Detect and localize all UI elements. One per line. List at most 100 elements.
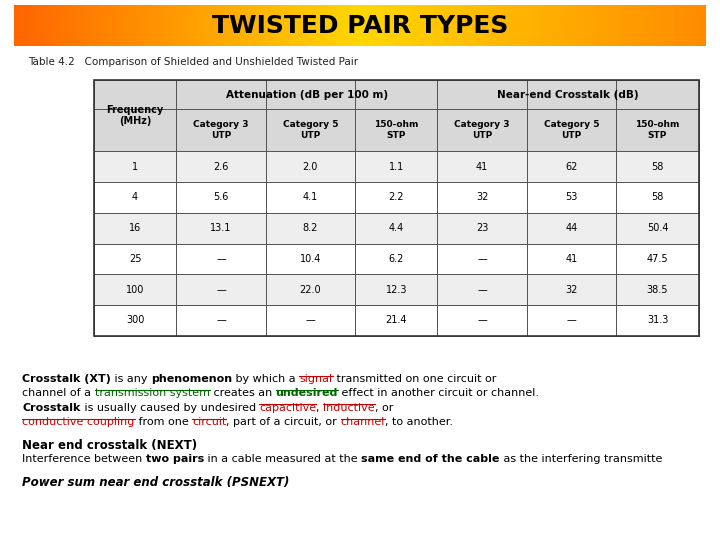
Bar [94,305,176,336]
Text: 58: 58 [652,161,664,172]
Bar [266,182,355,213]
Bar [616,244,698,274]
Bar [94,274,176,305]
Bar [438,182,527,213]
Bar [438,244,527,274]
Text: channel of a: channel of a [22,388,95,399]
Bar [266,151,355,182]
Bar [355,305,438,336]
Bar [94,80,698,336]
Bar [94,244,176,274]
Bar [266,305,355,336]
Bar [176,244,266,274]
Text: in a cable measured at the: in a cable measured at the [204,454,361,464]
Bar [527,109,616,151]
Bar [438,109,527,151]
Text: 25: 25 [129,254,141,264]
Text: from one: from one [135,417,192,427]
Text: 58: 58 [652,192,664,202]
Text: 10.4: 10.4 [300,254,321,264]
Text: transmitted on one circuit or: transmitted on one circuit or [333,374,496,384]
Text: 2.2: 2.2 [389,192,404,202]
Text: 32: 32 [476,192,488,202]
Text: inductive: inductive [323,403,375,413]
Bar [355,182,438,213]
Text: ,: , [316,403,323,413]
Bar [266,213,355,244]
Text: 4.4: 4.4 [389,223,404,233]
Bar [176,305,266,336]
Bar [94,109,176,151]
Text: phenomenon: phenomenon [151,374,233,384]
Bar [266,151,355,182]
Text: circuit: circuit [192,417,226,427]
Text: Crosstalk (XT): Crosstalk (XT) [22,374,111,384]
Text: 41: 41 [565,254,577,264]
Text: TWISTED PAIR TYPES: TWISTED PAIR TYPES [212,14,508,38]
Text: 31.3: 31.3 [647,315,668,326]
Bar [355,109,438,151]
Text: —: — [477,254,487,264]
Text: —: — [477,285,487,295]
Text: Interference between: Interference between [22,454,146,464]
Bar [616,80,698,109]
Text: 2.0: 2.0 [302,161,318,172]
Text: creates an: creates an [210,388,276,399]
Bar [266,213,355,244]
Text: by which a: by which a [233,374,300,384]
Text: capacitive: capacitive [259,403,316,413]
Bar [616,213,698,244]
Bar [527,244,616,274]
Text: 5.6: 5.6 [213,192,229,202]
Bar [438,151,527,182]
Bar [176,213,266,244]
Bar [616,182,698,213]
Text: as the interfering transmitte: as the interfering transmitte [500,454,662,464]
Bar [94,182,176,213]
Bar [355,151,438,182]
Text: 21.4: 21.4 [385,315,407,326]
Bar [438,151,527,182]
Bar [527,274,616,305]
Text: 4: 4 [132,192,138,202]
Bar [527,274,616,305]
Bar [527,213,616,244]
Bar [94,151,176,182]
Bar [616,182,698,213]
Text: Power sum near end crosstalk (PSNEXT): Power sum near end crosstalk (PSNEXT) [22,476,289,489]
Bar [176,182,266,213]
Bar [94,109,176,151]
Text: Category 5
UTP: Category 5 UTP [544,120,599,140]
Bar [355,109,438,151]
Text: Near end crosstalk (NEXT): Near end crosstalk (NEXT) [22,439,197,453]
Text: 300: 300 [126,315,144,326]
Text: signal: signal [300,374,333,384]
Bar [616,274,698,305]
Bar [616,305,698,336]
Bar [616,151,698,182]
Bar [266,274,355,305]
Text: Table 4.2   Comparison of Shielded and Unshielded Twisted Pair: Table 4.2 Comparison of Shielded and Uns… [28,57,359,68]
Bar [94,305,176,336]
Bar [266,305,355,336]
Bar [355,80,438,109]
Bar [616,274,698,305]
Bar [527,305,616,336]
Text: is usually caused by undesired: is usually caused by undesired [81,403,259,413]
Bar [266,109,355,151]
Text: 16: 16 [129,223,141,233]
Bar [176,109,266,151]
Bar [176,274,266,305]
Bar [176,80,266,109]
Text: undesired: undesired [276,388,338,399]
Bar [527,213,616,244]
Bar [438,305,527,336]
Bar [438,109,527,151]
Bar [355,151,438,182]
Text: 2.6: 2.6 [213,161,229,172]
Bar [176,151,266,182]
Text: 8.2: 8.2 [302,223,318,233]
Bar [438,80,527,109]
Bar [94,213,176,244]
Bar [176,305,266,336]
